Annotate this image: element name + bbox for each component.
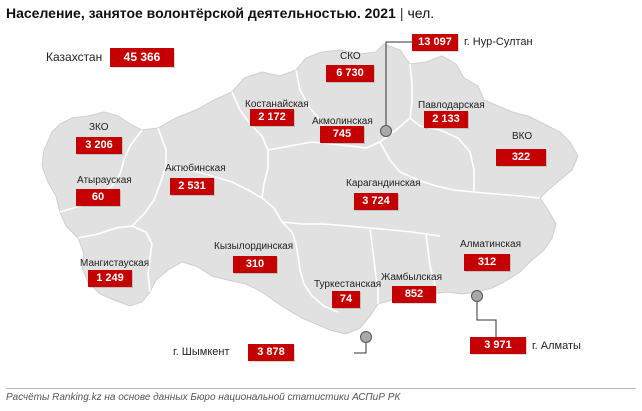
sko-label: СКО bbox=[340, 51, 361, 62]
title-unit: чел. bbox=[407, 5, 435, 21]
almaty-city-label: г. Алматы bbox=[532, 340, 581, 352]
sko-value: 6 730 bbox=[326, 65, 374, 82]
karaganda-value: 3 724 bbox=[354, 193, 398, 210]
chart-title: Население, занятое волонтёрской деятельн… bbox=[6, 5, 434, 21]
nursultan-leader bbox=[385, 41, 412, 131]
almaty-marker bbox=[471, 290, 483, 302]
footer-divider bbox=[6, 388, 636, 389]
shymkent-label: г. Шымкент bbox=[173, 346, 230, 358]
atyrau-value: 60 bbox=[76, 189, 120, 206]
aktobe-label: Актюбинская bbox=[165, 163, 226, 174]
almaty-leader bbox=[476, 296, 497, 337]
almaty-region-label: Алматинская bbox=[460, 239, 521, 250]
zko-label: ЗКО bbox=[89, 122, 109, 133]
title-separator: | bbox=[399, 5, 404, 21]
kazakhstan-outline bbox=[41, 43, 579, 335]
atyrau-label: Атырауская bbox=[77, 175, 132, 186]
city-markers bbox=[354, 41, 497, 354]
pavlodar-label: Павлодарская bbox=[418, 100, 485, 111]
kostanay-value: 2 172 bbox=[250, 109, 294, 126]
almaty-region-value: 312 bbox=[464, 254, 510, 271]
shymkent-value: 3 878 bbox=[248, 344, 294, 361]
mangystau-label: Мангистауская bbox=[80, 258, 150, 269]
shymkent-marker bbox=[360, 331, 372, 343]
pavlodar-value: 2 133 bbox=[424, 111, 468, 128]
nursultan-label: г. Нур-Султан bbox=[464, 36, 533, 48]
akmola-label: Акмолинская bbox=[312, 116, 373, 127]
akmola-value: 745 bbox=[320, 126, 364, 143]
kostanay-label: Костанайская bbox=[245, 99, 309, 110]
zko-value: 3 206 bbox=[76, 137, 122, 154]
total-label: Казахстан bbox=[46, 50, 103, 64]
nursultan-value: 13 097 bbox=[412, 34, 458, 51]
title-main: Население, занятое волонтёрской деятельн… bbox=[6, 5, 396, 21]
vko-value: 322 bbox=[496, 149, 546, 166]
source-note: Расчёты Ranking.kz на основе данных Бюро… bbox=[6, 392, 401, 403]
turkestan-label: Туркестанская bbox=[314, 279, 382, 290]
mangystau-value: 1 249 bbox=[88, 270, 132, 287]
karaganda-label: Карагандинская bbox=[346, 178, 421, 189]
kyzylorda-label: Кызылординская bbox=[214, 241, 294, 252]
vko-label: ВКО bbox=[512, 131, 533, 142]
total-value: 45 366 bbox=[110, 48, 174, 67]
aktobe-value: 2 531 bbox=[170, 178, 214, 195]
zhambyl-value: 852 bbox=[392, 286, 436, 303]
turkestan-value: 74 bbox=[332, 291, 360, 308]
almaty-city-value: 3 971 bbox=[470, 337, 526, 354]
zhambyl-label: Жамбылская bbox=[381, 272, 442, 283]
nursultan-marker bbox=[380, 125, 392, 137]
kyzylorda-value: 310 bbox=[233, 256, 277, 273]
